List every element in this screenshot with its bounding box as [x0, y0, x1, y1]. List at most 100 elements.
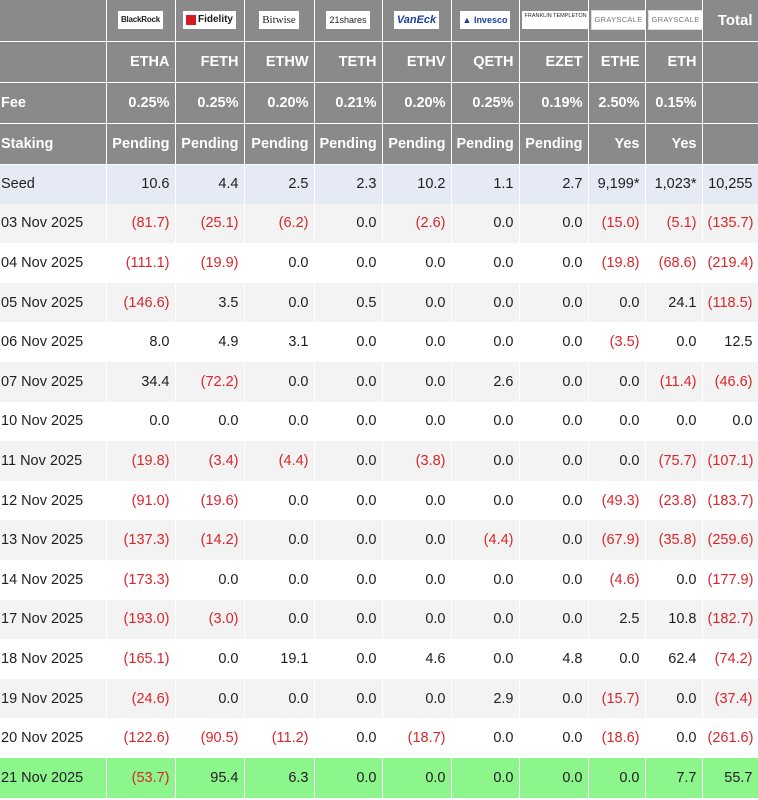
- flow-cell: 0.0: [645, 322, 703, 362]
- ticker-header: QETH: [451, 41, 520, 83]
- flow-cell: (90.5): [175, 718, 245, 758]
- flow-cell: 0.0: [244, 599, 315, 640]
- total-header: Total: [702, 0, 758, 42]
- grayscale-logo: GRAYSCALE: [590, 10, 644, 31]
- table-row: 17 Nov 2025 (193.0) (3.0) 0.0 0.0 0.0 0.0 0.0 2.…: [0, 599, 758, 640]
- flow-cell: 0.0: [314, 243, 383, 283]
- staking-value: Pending: [382, 123, 452, 165]
- flow-cell: 9,199*: [588, 164, 646, 204]
- flow-cell: 0.0: [519, 520, 589, 560]
- flow-cell: 0.0: [451, 559, 520, 600]
- staking-value: Pending: [175, 123, 245, 165]
- flow-cell: 0.0: [175, 639, 245, 679]
- flow-cell: 0.0: [451, 441, 520, 481]
- flow-cell: (25.1): [175, 203, 245, 244]
- table-row: 11 Nov 2025 (19.8) (3.4) (4.4) 0.0 (3.8) 0.0 0.…: [0, 441, 758, 481]
- total-cell: (118.5): [702, 282, 758, 323]
- staking-total-cell: [702, 123, 758, 165]
- flow-cell: 0.0: [451, 401, 520, 442]
- bitwise-logo: Bitwise: [259, 11, 299, 30]
- flow-cell: 0.0: [519, 401, 589, 442]
- table-row: 06 Nov 2025 8.0 4.9 3.1 0.0 0.0 0.0 0.0 (3.5) 0.0…: [0, 322, 758, 362]
- total-cell: (177.9): [702, 559, 758, 600]
- table-row: 05 Nov 2025 (146.6) 3.5 0.0 0.5 0.0 0.0 0.0 0.0 2…: [0, 282, 758, 323]
- flow-cell: 0.5: [314, 282, 383, 323]
- ticker-header: EZET: [519, 41, 589, 83]
- row-date-label: Seed: [0, 164, 107, 204]
- total-cell: (259.6): [702, 520, 758, 560]
- ticker-header: TETH: [314, 41, 383, 83]
- fee-value: 0.15%: [645, 82, 703, 124]
- fee-value: 0.20%: [244, 82, 315, 124]
- total-cell: 55.7: [702, 757, 758, 798]
- staking-value: Pending: [106, 123, 176, 165]
- ticker-header: ETH: [645, 41, 703, 83]
- flow-cell: (5.1): [645, 203, 703, 244]
- total-cell: (37.4): [702, 678, 758, 719]
- staking-value: Yes: [645, 123, 703, 165]
- flow-cell: 4.4: [175, 164, 245, 204]
- total-cell: (135.7): [702, 203, 758, 244]
- flow-cell: 0.0: [382, 282, 452, 323]
- flow-cell: 0.0: [519, 599, 589, 640]
- flow-cell: 0.0: [175, 559, 245, 600]
- flow-cell: 4.9: [175, 322, 245, 362]
- flow-cell: 0.0: [244, 678, 315, 719]
- fidelity-logo: Fidelity: [182, 11, 236, 30]
- staking-value: Pending: [519, 123, 589, 165]
- flow-cell: 0.0: [519, 559, 589, 600]
- flow-cell: 34.4: [106, 361, 176, 402]
- invesco-logo: ▲ Invesco: [459, 11, 511, 30]
- flow-cell: (72.2): [175, 361, 245, 402]
- flow-cell: 0.0: [382, 599, 452, 640]
- fee-value: 0.19%: [519, 82, 589, 124]
- flow-cell: 0.0: [519, 718, 589, 758]
- table-row: 20 Nov 2025 (122.6) (90.5) (11.2) 0.0 (18.7) 0…: [0, 718, 758, 758]
- flow-cell: 10.8: [645, 599, 703, 640]
- flow-cell: (2.6): [382, 203, 452, 244]
- row-date-label: 13 Nov 2025: [0, 520, 107, 560]
- flow-cell: (15.0): [588, 203, 646, 244]
- flow-cell: 0.0: [175, 678, 245, 719]
- flow-cell: (53.7): [106, 757, 176, 798]
- fee-value: 0.20%: [382, 82, 452, 124]
- flow-cell: 0.0: [645, 718, 703, 758]
- flow-cell: 0.0: [175, 401, 245, 442]
- flow-cell: 0.0: [244, 520, 315, 560]
- seed-row: Seed 10.6 4.4 2.5 2.3 10.2 1.1 2.7 9,199* 1,023* 1…: [0, 164, 758, 204]
- flow-cell: 10.6: [106, 164, 176, 204]
- flow-cell: 0.0: [314, 520, 383, 560]
- flow-cell: 0.0: [588, 639, 646, 679]
- flow-cell: 0.0: [645, 401, 703, 442]
- flow-cell: 8.0: [106, 322, 176, 362]
- flow-cell: 0.0: [382, 401, 452, 442]
- flow-cell: (14.2): [175, 520, 245, 560]
- total-cell: (74.2): [702, 639, 758, 679]
- flow-cell: 0.0: [519, 282, 589, 323]
- ticker-row: ETHA FETH ETHW TETH ETHV QETH EZET ETHE ETH: [0, 41, 758, 83]
- total-cell: (46.6): [702, 361, 758, 402]
- flow-cell: 0.0: [588, 282, 646, 323]
- fee-value: 0.25%: [451, 82, 520, 124]
- flow-cell: 3.5: [175, 282, 245, 323]
- blackrock-logo: BlackRock: [117, 11, 164, 30]
- ticker-header: ETHE: [588, 41, 646, 83]
- flow-cell: 0.0: [451, 718, 520, 758]
- total-cell: (107.1): [702, 441, 758, 481]
- total-cell: 0.0: [702, 401, 758, 442]
- flow-cell: 0.0: [314, 480, 383, 521]
- flow-cell: 1,023*: [645, 164, 703, 204]
- flow-cell: 0.0: [314, 757, 383, 798]
- 21shares-logo: 21shares: [326, 11, 370, 30]
- table-row: 07 Nov 2025 34.4 (72.2) 0.0 0.0 0.0 2.6 0.0 0.0(…: [0, 361, 758, 402]
- flow-cell: (67.9): [588, 520, 646, 560]
- flow-cell: (4.4): [451, 520, 520, 560]
- flow-cell: (3.5): [588, 322, 646, 362]
- flow-cell: (81.7): [106, 203, 176, 244]
- flow-cell: 4.8: [519, 639, 589, 679]
- flow-cell: 0.0: [314, 599, 383, 640]
- total-cell: (182.7): [702, 599, 758, 640]
- ticker-header: ETHW: [244, 41, 315, 83]
- flow-cell: 2.6: [451, 361, 520, 402]
- flow-cell: 0.0: [451, 639, 520, 679]
